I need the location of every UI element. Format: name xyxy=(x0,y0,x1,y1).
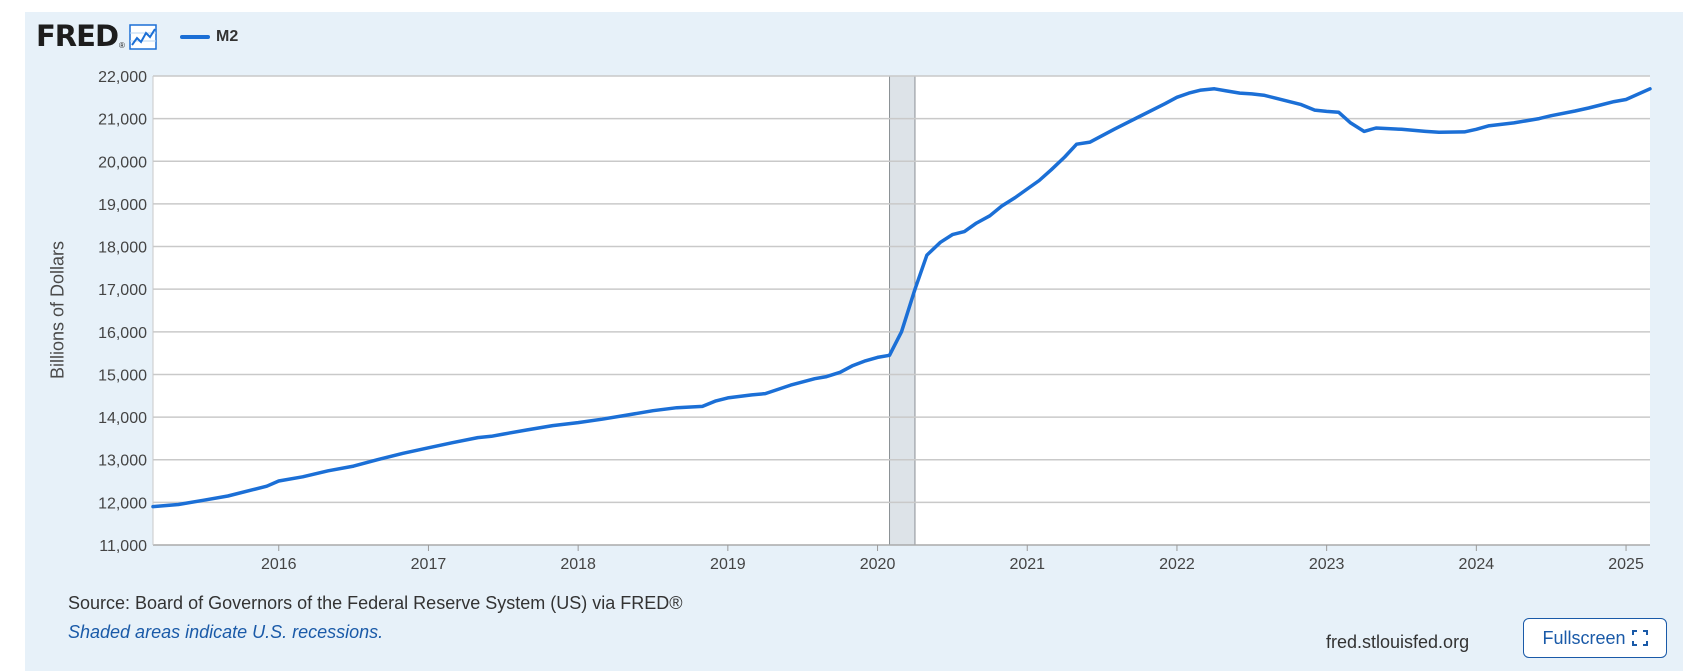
x-tick-label: 2021 xyxy=(1009,556,1045,573)
y-tick-label: 15,000 xyxy=(98,367,147,384)
y-tick-label: 16,000 xyxy=(98,325,147,342)
y-tick-label: 14,000 xyxy=(98,410,147,427)
logo-registered-mark: ® xyxy=(119,41,125,50)
y-tick-label: 17,000 xyxy=(98,282,147,299)
line-chart-icon xyxy=(129,23,157,50)
y-tick-label: 20,000 xyxy=(98,154,147,171)
fred-logo[interactable]: FRED ® xyxy=(36,22,157,51)
site-url[interactable]: fred.stlouisfed.org xyxy=(1326,632,1470,652)
x-tick-label: 2025 xyxy=(1608,556,1644,573)
series-line-m2 xyxy=(151,87,1652,509)
logo-text: FRED xyxy=(36,19,119,53)
x-tick-label: 2024 xyxy=(1459,556,1495,573)
legend-swatch-m2 xyxy=(180,35,210,39)
source-text: Source: Board of Governors of the Federa… xyxy=(68,593,683,613)
x-tick-label: 2022 xyxy=(1159,556,1195,573)
legend: M2 xyxy=(180,28,238,46)
recession-band xyxy=(889,76,915,545)
x-tick-label: 2018 xyxy=(560,556,596,573)
legend-label-m2: M2 xyxy=(216,28,239,45)
y-tick-label: 11,000 xyxy=(99,538,147,555)
y-tick-label: 12,000 xyxy=(98,495,147,512)
y-tick-label: 21,000 xyxy=(98,112,147,129)
x-tick-label: 2019 xyxy=(710,556,746,573)
y-axis-label: Billions of Dollars xyxy=(47,240,68,380)
x-tick-label: 2017 xyxy=(411,556,447,573)
x-tick-label: 2023 xyxy=(1309,556,1345,573)
y-tick-label: 13,000 xyxy=(98,453,147,470)
recession-note: Shaded areas indicate U.S. recessions. xyxy=(68,622,384,642)
x-tick-label: 2016 xyxy=(261,556,297,573)
expand-icon xyxy=(1631,630,1648,646)
x-tick-label: 2020 xyxy=(860,556,896,573)
y-tick-label: 18,000 xyxy=(98,240,147,257)
fullscreen-label: Fullscreen xyxy=(1542,627,1626,648)
fullscreen-button[interactable]: Fullscreen xyxy=(1523,618,1667,658)
y-tick-label: 19,000 xyxy=(98,197,147,214)
y-tick-label: 22,000 xyxy=(98,69,147,86)
